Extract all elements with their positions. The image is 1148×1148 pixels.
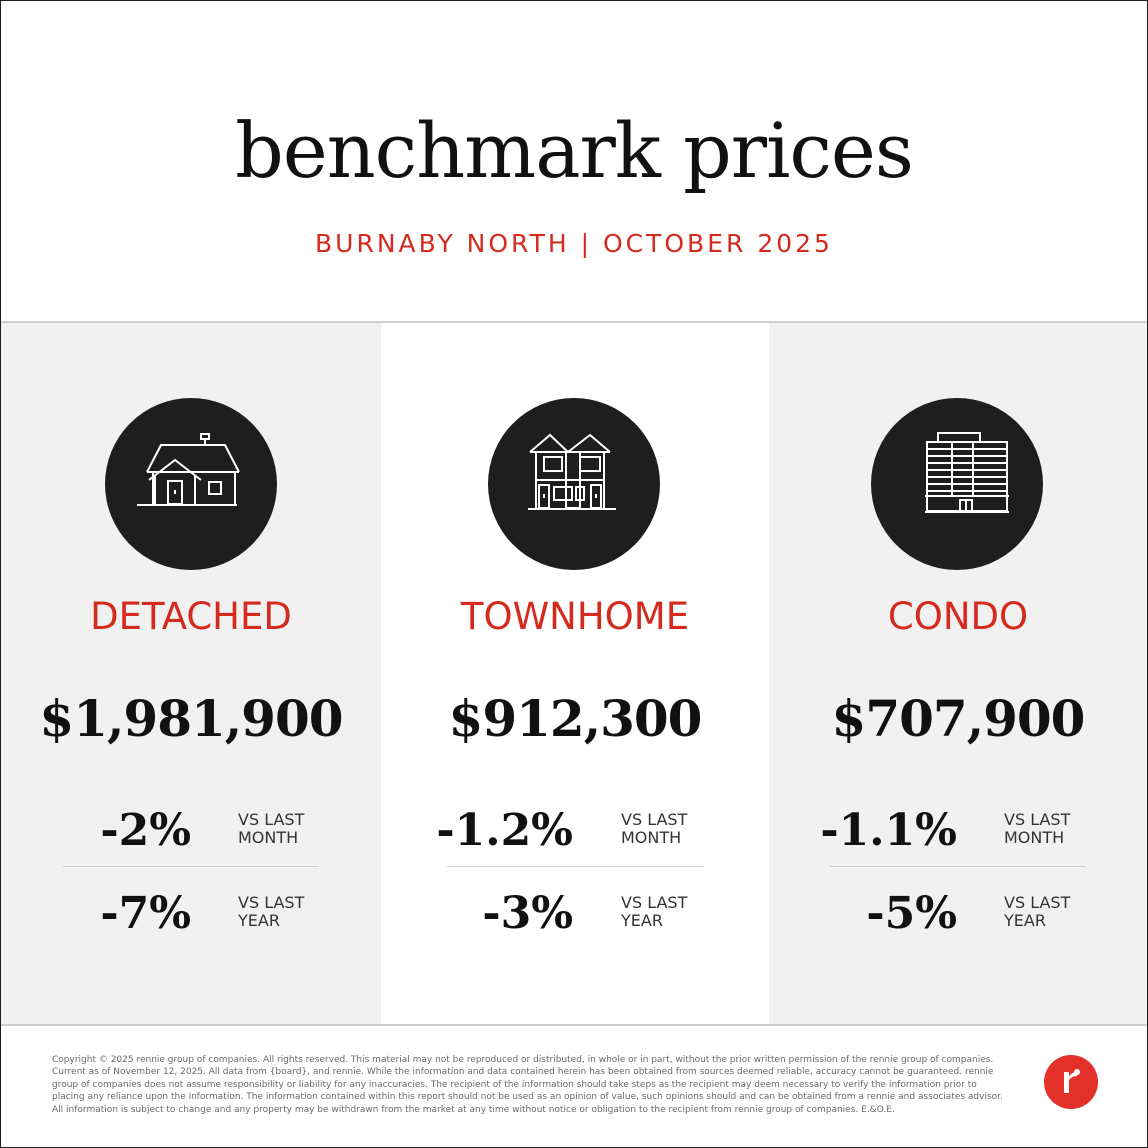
page-subtitle: BURNABY NORTH | OCTOBER 2025: [315, 229, 833, 258]
rennie-logo: [1044, 1055, 1098, 1109]
month-change-value: -1.1%: [820, 805, 957, 856]
year-change-value: -7%: [100, 888, 191, 939]
month-change-row: -1.2% VS LAST MONTH: [381, 801, 769, 861]
divider: [63, 866, 319, 867]
month-change-label: VS LAST MONTH: [621, 810, 688, 847]
year-change-row: -7% VS LAST YEAR: [1, 884, 381, 944]
condo-building-icon: [871, 398, 1043, 570]
month-change-value: -2%: [100, 805, 191, 856]
month-change-row: -2% VS LAST MONTH: [1, 801, 381, 861]
property-panels: DETACHED $1,981,900 -2% VS LAST MONTH -7…: [1, 321, 1147, 1026]
detached-house-icon: [105, 398, 277, 570]
benchmark-price: $912,300: [448, 689, 703, 748]
property-type-label: CONDO: [887, 595, 1029, 638]
month-change-label: VS LAST MONTH: [238, 810, 305, 847]
benchmark-price: $707,900: [831, 689, 1086, 748]
divider: [447, 866, 703, 867]
month-change-value: -1.2%: [436, 805, 573, 856]
month-change-label: VS LAST MONTH: [1004, 810, 1071, 847]
year-change-label: VS LAST YEAR: [621, 893, 688, 930]
townhome-icon: [488, 398, 660, 570]
footer-disclaimer: Copyright © 2025 rennie group of compani…: [52, 1055, 1003, 1115]
year-change-value: -3%: [482, 888, 573, 939]
divider: [830, 866, 1086, 867]
property-type-label: TOWNHOME: [460, 595, 690, 638]
panel-townhome: TOWNHOME $912,300 -1.2% VS LAST MONTH -3…: [381, 323, 769, 1024]
month-change-row: -1.1% VS LAST MONTH: [769, 801, 1147, 861]
year-change-label: VS LAST YEAR: [1004, 893, 1071, 930]
page-title: benchmark prices: [235, 106, 914, 195]
panel-detached: DETACHED $1,981,900 -2% VS LAST MONTH -7…: [1, 323, 381, 1024]
panel-condo: CONDO $707,900 -1.1% VS LAST MONTH -5% V…: [769, 323, 1147, 1024]
year-change-row: -3% VS LAST YEAR: [381, 884, 769, 944]
property-type-label: DETACHED: [90, 595, 292, 638]
year-change-row: -5% VS LAST YEAR: [769, 884, 1147, 944]
benchmark-price: $1,981,900: [39, 689, 343, 748]
year-change-value: -5%: [866, 888, 957, 939]
year-change-label: VS LAST YEAR: [238, 893, 305, 930]
